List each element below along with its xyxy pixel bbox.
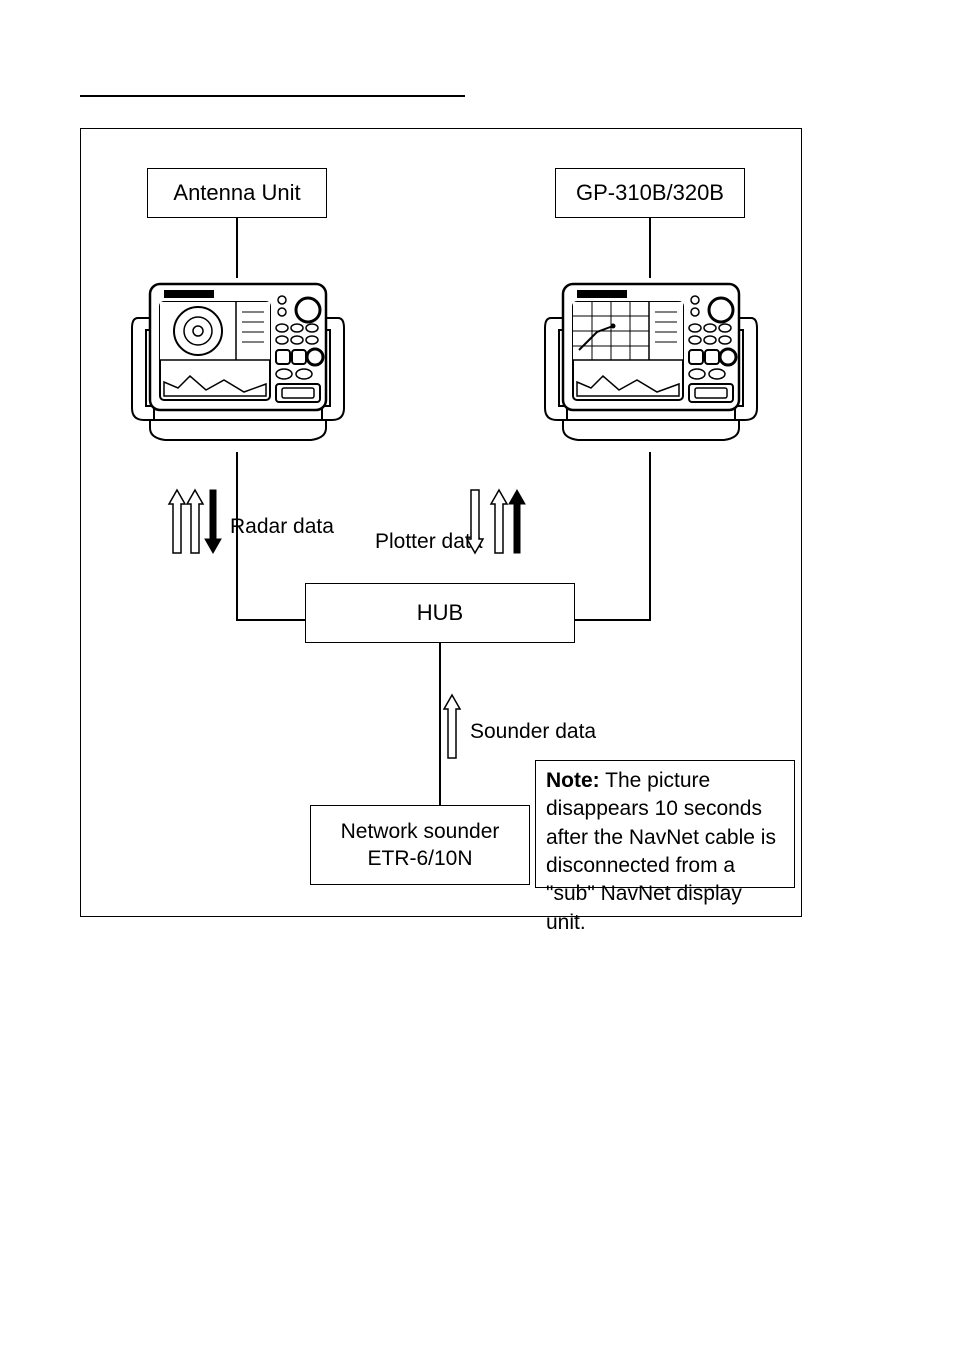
line-antenna-to-display xyxy=(236,218,238,278)
sounder-data-label: Sounder data xyxy=(470,720,596,744)
hub-box: HUB xyxy=(305,583,575,643)
note-box: Note: The picture disappears 10 seconds … xyxy=(535,760,795,888)
line-left-display-to-hub-h xyxy=(236,619,306,621)
line-right-display-to-hub-h xyxy=(574,619,651,621)
hub-label: HUB xyxy=(417,600,463,626)
plotter-data-label: Plotter data xyxy=(375,530,482,554)
note-bold: Note: xyxy=(546,769,600,792)
line-gps-to-display xyxy=(649,218,651,278)
heading-underline xyxy=(80,95,465,97)
network-sounder-box: Network sounder ETR-6/10N xyxy=(310,805,530,885)
antenna-unit-label: Antenna Unit xyxy=(173,180,300,206)
gps-label: GP-310B/320B xyxy=(576,180,724,206)
antenna-unit-box: Antenna Unit xyxy=(147,168,327,218)
line-hub-to-sounder xyxy=(439,643,441,805)
sounder-box-line2: ETR-6/10N xyxy=(367,845,472,872)
page-root: Antenna Unit GP-310B/320B HUB Network so… xyxy=(0,0,954,1351)
gps-box: GP-310B/320B xyxy=(555,168,745,218)
radar-data-label: Radar data xyxy=(230,515,334,539)
line-right-display-to-hub-v xyxy=(649,452,651,620)
line-left-display-to-hub-v xyxy=(236,452,238,620)
sounder-box-line1: Network sounder xyxy=(341,818,500,845)
